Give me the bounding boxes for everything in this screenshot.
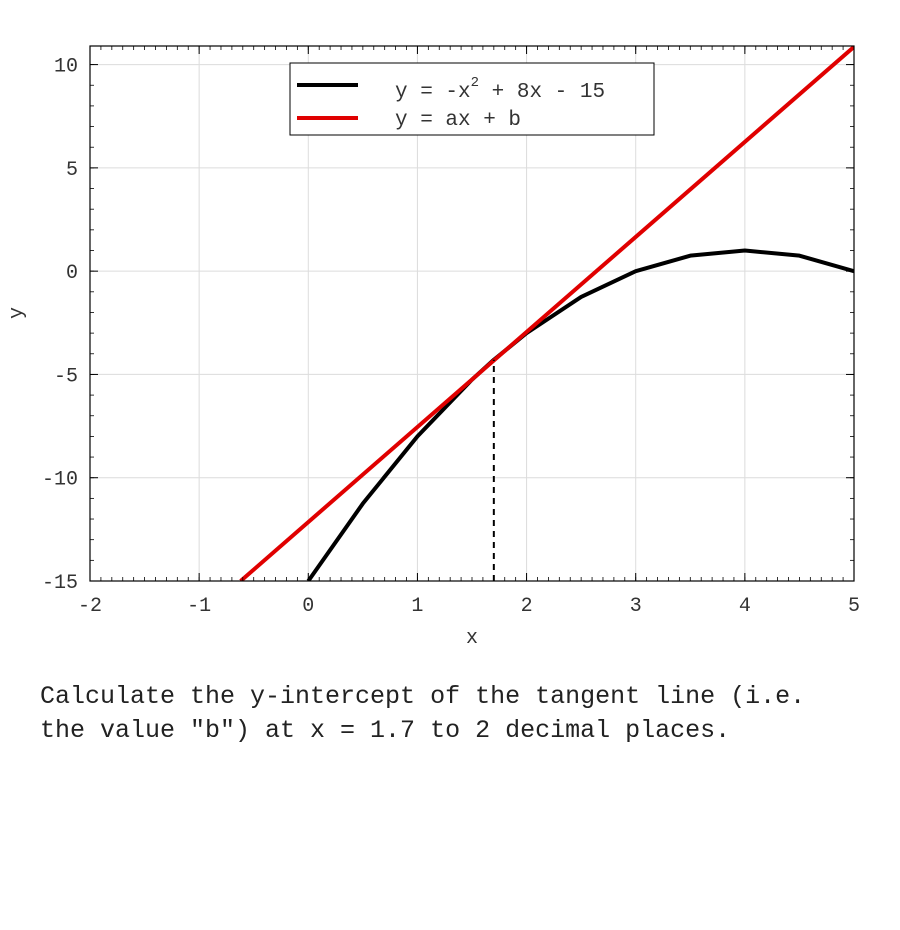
y-tick-label: 5 [66, 159, 78, 182]
x-tick-label: -2 [78, 595, 102, 618]
y-tick-label: -10 [42, 469, 78, 492]
question-text: Calculate the y-intercept of the tangent… [40, 682, 806, 745]
legend-label-curve-sup: 2 [471, 75, 479, 91]
legend-label-curve-tail: + 8x - 15 [479, 81, 605, 104]
x-tick-label: 0 [302, 595, 314, 618]
y-axis-label: y [6, 307, 29, 319]
series-layer [239, 46, 854, 581]
tangent-line [239, 46, 854, 581]
x-tick-label: 5 [848, 595, 860, 618]
y-tick-label: -5 [54, 365, 78, 388]
legend-label-curve: y = -x2 + 8x - 15 [395, 75, 605, 104]
y-tick-label: -15 [42, 572, 78, 595]
x-axis-label: x [466, 627, 478, 650]
legend-label-curve-main: y = -x [395, 81, 471, 104]
x-tick-label: 4 [739, 595, 751, 618]
x-tick-label: 3 [630, 595, 642, 618]
x-tick-label: 2 [521, 595, 533, 618]
y-tick-label: 10 [54, 56, 78, 79]
legend-box [289, 62, 655, 136]
legend-label-tangent: y = ax + b [395, 109, 521, 132]
x-tick-label: -1 [187, 595, 211, 618]
ticks [89, 46, 855, 582]
legend: y = -x2 + 8x - 15 y = ax + b [289, 62, 655, 136]
y-tick-label: 0 [66, 262, 78, 285]
x-tick-label: 1 [411, 595, 423, 618]
curve-line [306, 248, 854, 581]
